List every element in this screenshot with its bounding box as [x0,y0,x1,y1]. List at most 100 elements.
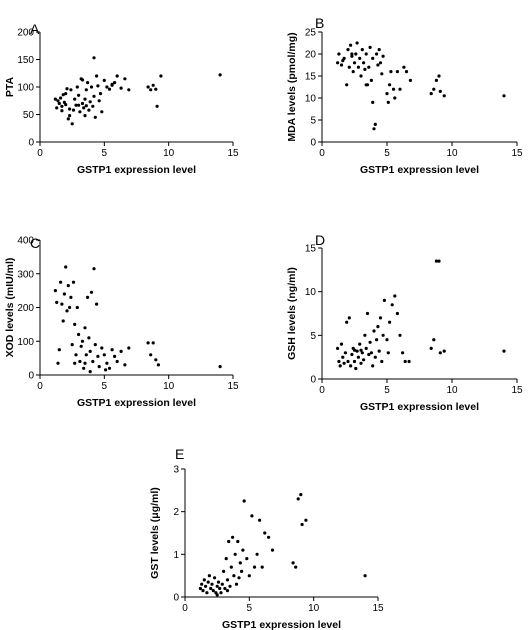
data-point [100,110,104,114]
data-point [372,127,376,131]
data-point [336,346,340,350]
data-point [95,74,99,78]
data-point [79,344,83,348]
data-point [398,87,402,91]
data-point [364,83,368,87]
data-point [68,107,72,111]
x-axis-label: GSTP1 expression level [77,397,196,409]
data-point [83,97,87,101]
data-point [84,104,88,108]
data-point [89,85,94,89]
data-point [432,87,436,91]
y-tick-label: 15 [305,72,317,83]
data-point [368,340,372,344]
data-point [438,89,442,93]
x-tick-label: 5 [102,381,108,392]
data-point [345,83,349,87]
data-point [386,351,390,355]
x-tick-label: 5 [384,148,390,159]
x-tick-label: 15 [511,148,523,159]
data-point [389,70,393,74]
data-point [83,361,87,365]
data-point [403,359,407,364]
data-point [339,342,344,346]
y-tick-label: 3 [173,465,179,476]
data-point [349,364,353,368]
data-point [390,303,394,307]
data-point [102,78,106,82]
panel-b: B 0 5 10 15 0 5 10 15 20 25 GSTP1 expression level M… [286,15,523,176]
data-point [83,326,87,330]
data-point [64,103,68,107]
data-point [363,333,367,337]
data-point [407,359,411,364]
data-point [59,280,63,284]
data-point [343,351,347,355]
data-point [96,84,100,88]
data-point [373,122,377,126]
data-point [375,338,379,342]
y-tick-label: 200 [17,28,34,39]
data-point [429,92,433,96]
data-point [364,346,368,350]
data-point [296,497,300,501]
data-point [385,338,389,342]
data-point [337,52,341,56]
data-point [358,342,362,346]
data-point [88,370,92,374]
data-point [232,574,236,578]
y-tick-label: 5 [310,116,316,127]
data-point [149,88,153,92]
data-point [96,354,100,358]
data-point [53,289,58,293]
data-point [352,348,357,352]
data-point [365,311,370,316]
data-point [77,103,81,107]
data-point [247,574,251,578]
data-point [442,349,446,353]
x-axis-label: GSTP1 expression level [77,164,196,176]
data-point [216,580,221,584]
data-point [215,593,219,597]
data-point [107,87,112,91]
data-point [209,586,213,591]
data-point [342,361,346,365]
x-tick-label: 0 [182,603,188,614]
data-point [75,305,79,310]
data-point [377,349,381,353]
data-point [78,359,82,364]
data-point [77,93,81,97]
data-point [219,591,223,595]
data-point [359,348,363,352]
data-point [104,368,108,372]
x-tick-label: 0 [37,381,43,392]
data-point [146,341,150,345]
data-point [234,582,239,586]
y-tick-label: 20 [305,50,317,61]
data-point [64,92,68,96]
data-point [359,74,363,78]
y-tick-label: 5 [310,331,316,342]
data-point [88,349,92,353]
data-point [408,78,412,82]
data-point [388,320,392,324]
data-point [73,322,77,326]
data-point [198,586,202,591]
data-point [55,106,59,110]
data-point [80,101,85,106]
x-tick-label: 15 [372,603,384,614]
x-axis-label: GSTP1 expression level [222,619,341,630]
data-point [345,320,349,324]
data-point [88,100,92,104]
data-point [299,493,303,497]
data-point [95,302,99,306]
data-point [222,569,226,574]
data-point [84,88,88,92]
data-point [119,86,123,90]
data-point [300,522,304,527]
data-point [105,361,109,365]
data-point [69,88,73,92]
data-point [385,92,389,96]
data-point [381,54,385,58]
data-point [225,589,230,593]
